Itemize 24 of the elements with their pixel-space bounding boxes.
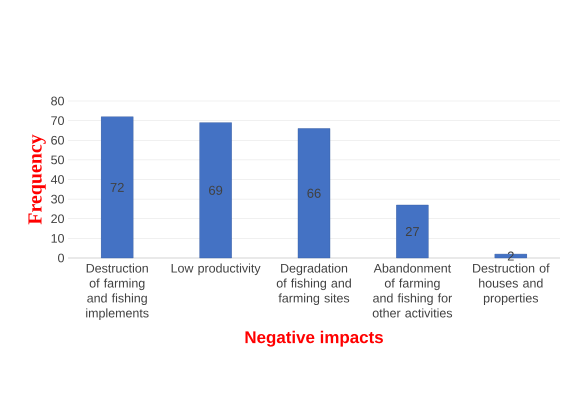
y-axis-title: Frequency xyxy=(28,134,46,224)
y-tick-label: 80 xyxy=(51,96,64,106)
data-label: 66 xyxy=(307,188,321,198)
x-tick-label: Degradation of fishing and farming sites xyxy=(276,264,351,306)
y-tick-label: 0 xyxy=(58,254,64,262)
bar xyxy=(298,128,330,258)
y-tick-label: 20 xyxy=(51,214,64,224)
bar xyxy=(199,122,232,258)
data-label: 69 xyxy=(209,186,222,195)
y-tick-label: 30 xyxy=(51,194,64,204)
x-tick-label: Destruction of houses and properties xyxy=(473,264,550,306)
y-tick-label: 10 xyxy=(52,234,64,243)
bar xyxy=(101,116,134,258)
data-label: 72 xyxy=(110,182,124,192)
x-tick-label: Abandonment of farming and fishing for other activities xyxy=(372,264,452,318)
bar xyxy=(396,204,429,258)
x-axis-title: Negative impacts xyxy=(245,330,383,347)
y-tick-label: 60 xyxy=(51,136,64,145)
x-tick-label: Low productivity xyxy=(172,264,261,276)
y-tick-label: 40 xyxy=(50,175,64,184)
y-tick-label: 70 xyxy=(51,116,64,126)
data-label: 27 xyxy=(406,226,419,236)
y-tick-label: 50 xyxy=(51,155,64,164)
x-tick-label: Destruction of farming and fishing implements xyxy=(86,264,149,320)
